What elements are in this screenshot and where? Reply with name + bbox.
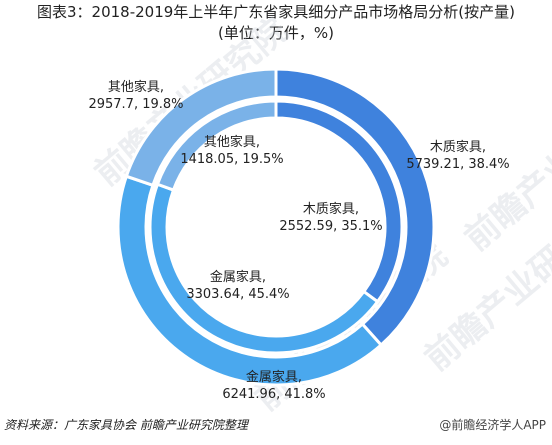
chart-title-line2: (单位：万件，%) [218,24,334,42]
outer-label-2-value: 2957.7, 19.8% [88,97,184,112]
inner-label-0: 木质家具, 2552.59, 35.1% [279,201,382,235]
inner-label-1: 金属家具, 3303.64, 45.4% [186,269,289,303]
outer-label-1-name: 金属家具, [245,370,303,385]
chart-title-line1: 图表3：2018-2019年上半年广东省家具细分产品市场格局分析(按产量) [36,3,515,21]
inner-label-0-name: 木质家具, [302,202,360,217]
outer-label-1-value: 6241.96, 41.8% [222,387,326,402]
inner-label-1-name: 金属家具, [209,270,267,285]
inner-label-2: 其他家具, 1418.05, 19.5% [180,134,283,168]
outer-label-2-name: 其他家具, [107,80,165,95]
chart-title: 图表3：2018-2019年上半年广东省家具细分产品市场格局分析(按产量) (单… [0,2,552,44]
outer-label-0-name: 木质家具, [429,140,487,155]
outer-label-0: 木质家具, 5739.21, 38.4% [406,139,509,173]
outer-slice-2 [124,67,278,188]
outer-label-1: 金属家具, 6241.96, 41.8% [222,369,325,403]
inner-label-0-value: 2552.59, 35.1% [279,219,383,234]
brand-credit: @前瞻经济学人APP [439,418,546,432]
inner-label-2-value: 1418.05, 19.5% [180,152,284,167]
inner-slice-2 [155,99,278,192]
data-source: 资料来源：广东家具协会 前瞻产业研究院整理 [4,418,248,432]
outer-label-0-value: 5739.21, 38.4% [406,157,510,172]
inner-label-2-name: 其他家具, [203,135,261,150]
inner-label-1-value: 3303.64, 45.4% [186,287,290,302]
outer-label-2: 其他家具, 2957.7, 19.8% [88,79,183,113]
